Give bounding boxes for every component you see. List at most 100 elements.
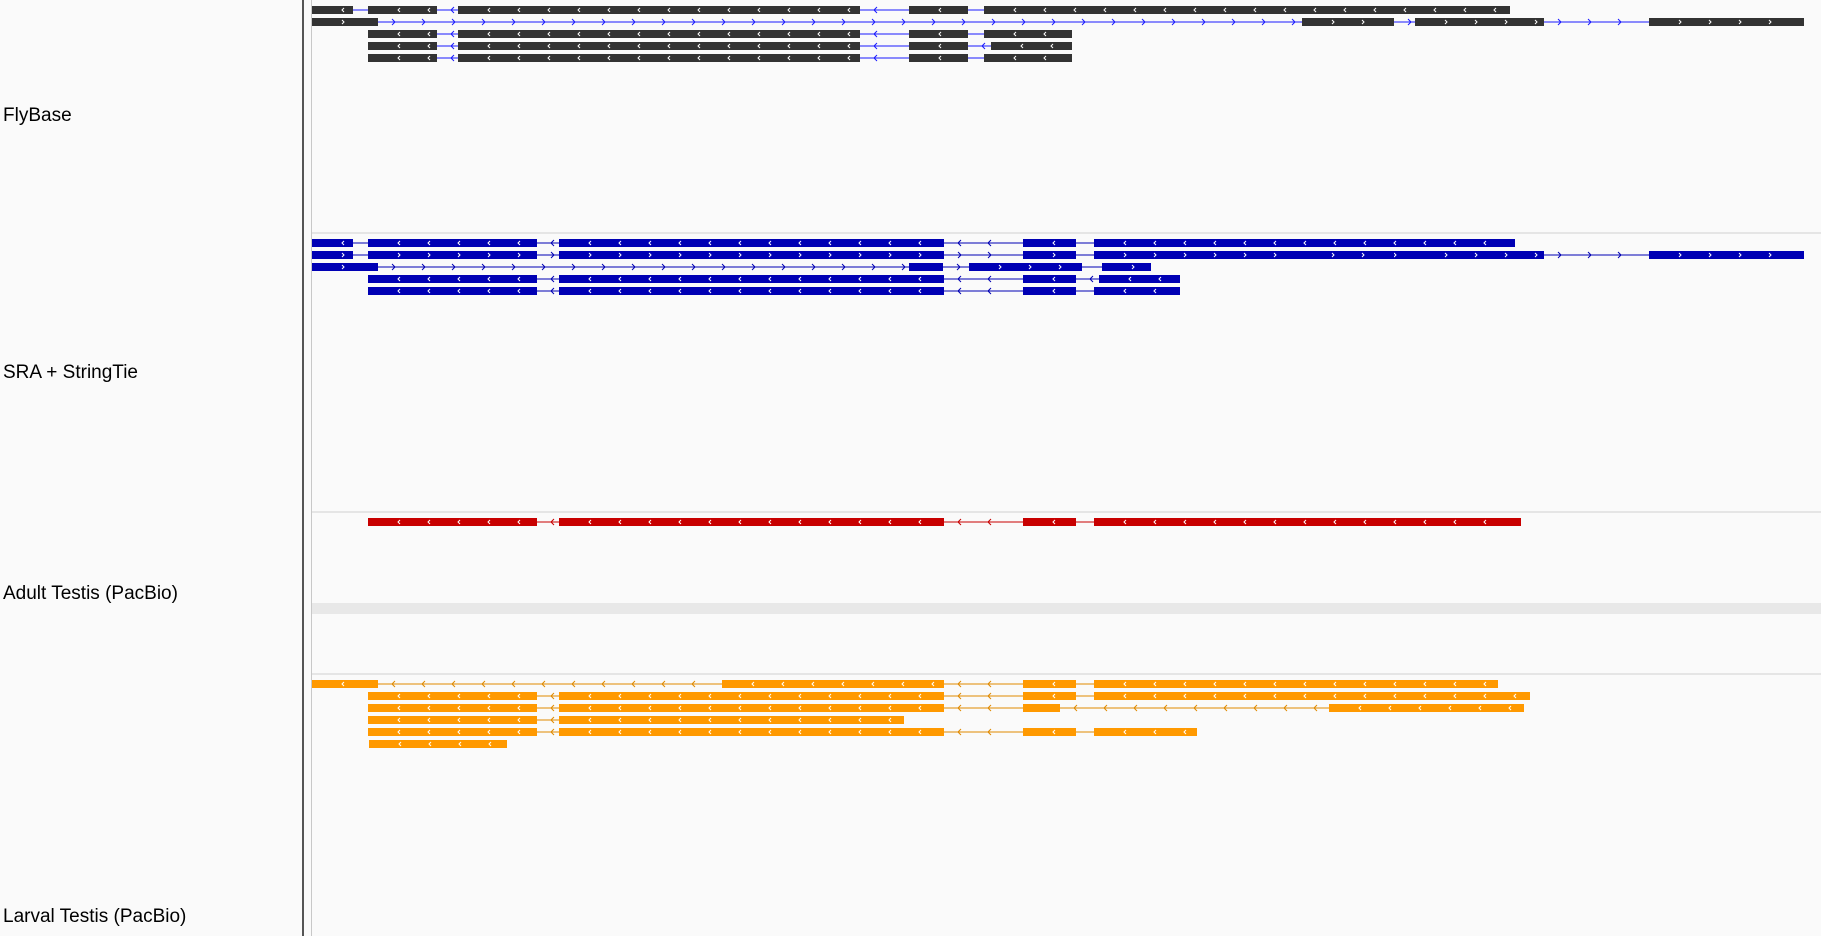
feature[interactable] — [312, 6, 1510, 14]
exon-block[interactable] — [368, 287, 537, 295]
exon-block[interactable] — [1023, 287, 1076, 295]
strand-arrow — [547, 55, 551, 61]
exon-block[interactable] — [909, 263, 943, 271]
exon-block[interactable] — [368, 728, 537, 736]
exon-block[interactable] — [458, 54, 860, 62]
exon-block[interactable] — [369, 740, 507, 748]
exon-block[interactable] — [1023, 251, 1076, 259]
exon-block[interactable] — [1415, 18, 1544, 26]
exon-block[interactable] — [312, 239, 353, 247]
strand-arrow — [691, 680, 696, 688]
strand-arrow — [1587, 251, 1592, 259]
exon-block[interactable] — [1302, 251, 1394, 259]
exon-block[interactable] — [458, 30, 860, 38]
feature[interactable] — [368, 692, 1530, 700]
exon-block[interactable] — [368, 275, 537, 283]
exon-block[interactable] — [1099, 275, 1180, 283]
exon-block[interactable] — [559, 716, 904, 724]
strand-arrow — [547, 7, 551, 13]
exon-block[interactable] — [368, 251, 537, 259]
exon-block[interactable] — [312, 251, 353, 259]
track-name-adult-testis[interactable]: Adult Testis (PacBio) — [3, 583, 178, 604]
exon-block[interactable] — [559, 275, 944, 283]
feature[interactable] — [368, 287, 1180, 295]
exon-block[interactable] — [984, 30, 1072, 38]
exon-block[interactable] — [1023, 239, 1076, 247]
exon-block[interactable] — [559, 704, 944, 712]
exon-block[interactable] — [984, 54, 1072, 62]
exon-block[interactable] — [722, 680, 944, 688]
feature[interactable] — [368, 42, 1072, 50]
exon-block[interactable] — [312, 6, 353, 14]
track-name-flybase[interactable]: FlyBase — [3, 105, 72, 126]
feature[interactable] — [368, 30, 1072, 38]
exon-block[interactable] — [559, 251, 944, 259]
strand-arrow — [956, 263, 961, 271]
feature[interactable] — [312, 680, 1498, 688]
strand-arrow — [1043, 7, 1047, 13]
exon-block[interactable] — [312, 680, 378, 688]
feature[interactable] — [368, 54, 1072, 62]
feature[interactable] — [369, 740, 507, 748]
exon-block[interactable] — [368, 42, 437, 50]
exon-block[interactable] — [559, 692, 944, 700]
panel-divider[interactable] — [302, 0, 304, 936]
exon-block[interactable] — [458, 6, 860, 14]
feature-tracks[interactable] — [312, 0, 1821, 936]
feature[interactable] — [312, 239, 1515, 247]
exon-block[interactable] — [559, 287, 944, 295]
track-3[interactable] — [312, 680, 1530, 748]
exon-block[interactable] — [1102, 263, 1151, 271]
feature[interactable] — [368, 704, 1524, 712]
exon-block[interactable] — [312, 18, 378, 26]
exon-block[interactable] — [368, 704, 537, 712]
track-0[interactable] — [312, 6, 1804, 62]
exon-block[interactable] — [1023, 704, 1060, 712]
exon-block[interactable] — [368, 54, 437, 62]
exon-block[interactable] — [1094, 728, 1197, 736]
exon-block[interactable] — [1649, 251, 1804, 259]
feature[interactable] — [368, 518, 1521, 526]
exon-block[interactable] — [368, 6, 437, 14]
feature[interactable] — [368, 275, 1180, 283]
exon-block[interactable] — [368, 518, 537, 526]
exon-block[interactable] — [1023, 680, 1076, 688]
exon-block[interactable] — [1302, 18, 1394, 26]
track-name-sra-stringtie[interactable]: SRA + StringTie — [3, 362, 138, 383]
exon-block[interactable] — [1023, 518, 1076, 526]
strand-arrow — [1223, 7, 1227, 13]
track-1[interactable] — [312, 239, 1804, 295]
feature[interactable] — [368, 728, 1197, 736]
data-panel[interactable] — [311, 0, 1821, 936]
exon-block[interactable] — [1023, 728, 1076, 736]
exon-block[interactable] — [984, 6, 1510, 14]
exon-block[interactable] — [559, 239, 944, 247]
exon-block[interactable] — [1023, 275, 1076, 283]
feature[interactable] — [312, 263, 1151, 271]
exon-block[interactable] — [368, 30, 437, 38]
exon-block[interactable] — [312, 263, 378, 271]
exon-block[interactable] — [559, 518, 944, 526]
exon-block[interactable] — [1094, 518, 1521, 526]
exon-block[interactable] — [559, 728, 944, 736]
exon-block[interactable] — [1023, 692, 1076, 700]
strand-arrow — [450, 6, 455, 14]
exon-block[interactable] — [1329, 704, 1524, 712]
exon-block[interactable] — [1649, 18, 1804, 26]
exon-block[interactable] — [368, 239, 537, 247]
track-name-larval-testis[interactable]: Larval Testis (PacBio) — [3, 906, 187, 927]
strand-arrow — [787, 7, 791, 13]
track-2[interactable] — [368, 518, 1521, 526]
exon-block[interactable] — [368, 692, 537, 700]
exon-block[interactable] — [1094, 680, 1498, 688]
exon-block[interactable] — [991, 42, 1072, 50]
exon-block[interactable] — [1094, 692, 1530, 700]
feature[interactable] — [312, 18, 1804, 26]
feature[interactable] — [312, 251, 1804, 259]
exon-block[interactable] — [969, 263, 1082, 271]
exon-block[interactable] — [368, 716, 537, 724]
exon-block[interactable] — [458, 42, 860, 50]
exon-block[interactable] — [1415, 251, 1544, 259]
feature[interactable] — [368, 716, 904, 724]
exon-block[interactable] — [1094, 287, 1180, 295]
